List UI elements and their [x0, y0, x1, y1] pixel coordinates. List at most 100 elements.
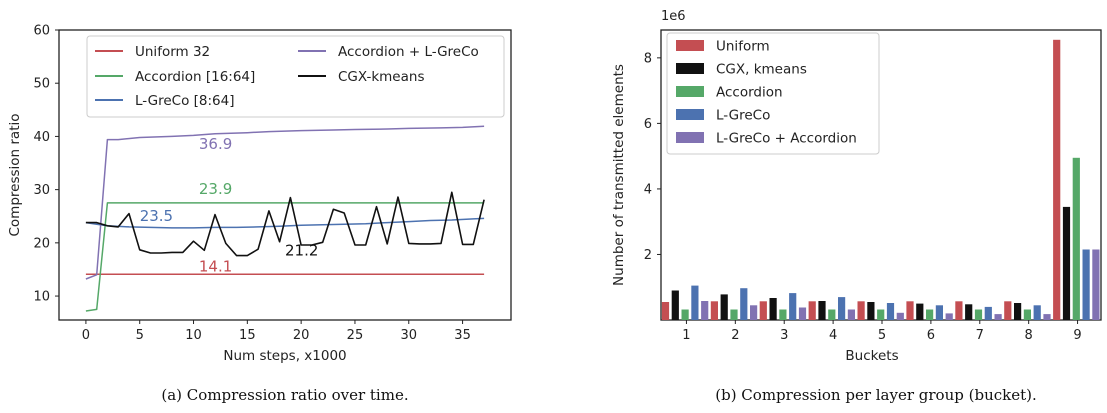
chart-b-bar-cgx	[1014, 303, 1022, 320]
chart-b-xtick-label: 7	[976, 328, 984, 343]
chart-b-legend-label: Accordion	[716, 85, 783, 101]
chart-b-bar-accordion	[974, 309, 983, 320]
chart-a-legend-box	[86, 35, 505, 118]
chart-b-legend-label: CGX, kmeans	[716, 62, 807, 78]
chart-b-ylabel: Number of transmitted elements	[611, 64, 627, 286]
chart-a-line-lgreco	[85, 217, 485, 229]
chart-b-legend-swatch	[676, 63, 704, 74]
chart-b-bar-cgx	[1062, 206, 1071, 320]
chart-a-xtick-label: 15	[239, 328, 256, 343]
chart-a-ytick-label: 20	[33, 236, 50, 251]
chart-b-bar-acc_lgreco	[1043, 314, 1051, 320]
chart-a-ytick-label: 50	[33, 77, 50, 92]
chart-a-ytick-label: 40	[33, 130, 50, 145]
chart-a-xtick-label: 30	[400, 328, 417, 343]
chart-b-xtick-label: 1	[682, 328, 690, 343]
chart-a-xtick-label: 0	[82, 328, 90, 343]
chart-a-ytick-label: 10	[33, 290, 50, 305]
chart-a-ylabel: Compression ratio	[7, 113, 23, 236]
chart-b-bar-uniform	[710, 301, 718, 320]
chart-b-xtick-label: 4	[829, 328, 837, 343]
chart-b-bar-uniform	[759, 301, 767, 320]
chart-b-bar-uniform	[906, 301, 914, 320]
chart-b-bar-accordion	[1023, 309, 1031, 320]
chart-b-legend-swatch	[676, 132, 704, 143]
chart-b-xtick-label: 5	[878, 328, 886, 343]
chart-b-legend-swatch	[676, 86, 704, 97]
chart-a-xtick-label: 25	[347, 328, 364, 343]
chart-b-xtick-label: 2	[731, 328, 739, 343]
chart-b-legend-box	[666, 32, 880, 155]
chart-b-xtick-label: 6	[927, 328, 935, 343]
chart-b-bar-accordion	[681, 309, 689, 320]
chart-a-legend: Uniform 32 Accordion [16:64] L-GreCo [8:64…	[86, 35, 505, 118]
chart-b-bar-acc_lgreco	[896, 312, 904, 320]
chart-b-xtick-label: 8	[1025, 328, 1033, 343]
chart-b-bar-uniform	[857, 301, 865, 320]
chart-b-legend: Uniform CGX, kmeans Accordion L-GreCo L-GreC…	[666, 32, 880, 155]
chart-b-caption: (b) Compression per layer group (bucket)…	[715, 386, 1037, 404]
chart-b-bar-lgreco	[1033, 305, 1041, 320]
chart-a-legend-label: Accordion + L-GreCo	[338, 44, 479, 60]
chart-b-bar-accordion	[730, 309, 738, 320]
chart-b-bar-lgreco	[789, 293, 797, 320]
chart-b-bar-lgreco	[1082, 249, 1090, 320]
chart-b-bar-cgx	[769, 298, 777, 320]
chart-b-bar-acc_lgreco	[945, 313, 953, 320]
chart-a-annotation-acc_lgreco: 36.9	[199, 135, 232, 153]
chart-a-line-accordion	[85, 202, 485, 312]
chart-a-xtick-label: 5	[136, 328, 144, 343]
chart-a-annotation-lgreco: 23.5	[140, 207, 173, 225]
chart-a-line-acc_lgreco	[85, 125, 485, 280]
chart-b-bar-acc_lgreco	[994, 314, 1002, 320]
chart-b-legend-swatch	[676, 40, 704, 51]
chart-b-bar-lgreco	[691, 285, 699, 320]
chart-a-legend-label: CGX-kmeans	[338, 69, 424, 85]
chart-b-ytick-label: 4	[644, 182, 652, 197]
chart-b-ytick-label: 6	[644, 117, 652, 132]
chart-b-bar-accordion	[779, 309, 787, 320]
chart-b-bar-lgreco	[740, 288, 748, 320]
chart-a-xtick-label: 20	[293, 328, 310, 343]
chart-a-annotation-uniform: 14.1	[199, 258, 232, 276]
chart-a-legend-label: L-GreCo [8:64]	[135, 93, 235, 109]
chart-b-bar-acc_lgreco	[798, 307, 807, 320]
chart-a-annotation-cgx: 21.2	[285, 242, 318, 260]
chart-b-bar-uniform	[955, 301, 963, 320]
chart-b-bar-uniform	[808, 301, 816, 320]
chart-b-bar-lgreco	[838, 297, 846, 320]
chart-a-line-cgx	[85, 191, 485, 257]
chart-a-caption: (a) Compression ratio over time.	[161, 386, 408, 404]
chart-b-legend-label: Uniform	[716, 39, 770, 55]
chart-b-bar-cgx	[671, 290, 679, 320]
chart-a-annotation-accordion: 23.9	[199, 180, 232, 198]
chart-b-bar-lgreco	[984, 306, 992, 320]
chart-b-bar-accordion	[828, 309, 836, 320]
chart-b-bar-accordion	[926, 309, 934, 320]
chart-b-legend-label: L-GreCo + Accordion	[716, 131, 857, 147]
chart-b-ytick-label: 8	[644, 51, 652, 66]
chart-a-xlabel: Num steps, x1000	[223, 348, 346, 364]
chart-a-legend-label: Uniform 32	[135, 44, 210, 60]
chart-b-bar-accordion	[1072, 157, 1080, 320]
chart-b-bar-acc_lgreco	[1092, 249, 1100, 320]
chart-b-xtick-label: 9	[1073, 328, 1081, 343]
chart-a-legend-label: Accordion [16:64]	[135, 69, 255, 85]
chart-b-legend-swatch	[676, 109, 704, 120]
chart-b-bar-uniform	[661, 302, 670, 320]
chart-a-xtick-label: 10	[185, 328, 202, 343]
chart-b-bar-acc_lgreco	[847, 309, 855, 320]
chart-a-xtick-label: 35	[454, 328, 471, 343]
chart-b-bar-cgx	[916, 303, 924, 320]
chart-a-ytick-label: 60	[33, 24, 50, 39]
chart-b-bar-cgx	[818, 301, 826, 320]
chart-b-xlabel: Buckets	[845, 348, 898, 364]
chart-a-ytick-label: 30	[33, 183, 50, 198]
chart-b-ytick-label: 2	[644, 248, 652, 263]
chart-b-bar-lgreco	[886, 303, 895, 320]
chart-b-bar-cgx	[720, 294, 728, 320]
chart-b-xtick-label: 3	[780, 328, 788, 343]
chart-b-bar-acc_lgreco	[750, 305, 758, 320]
chart-b-bar-cgx	[965, 304, 973, 320]
